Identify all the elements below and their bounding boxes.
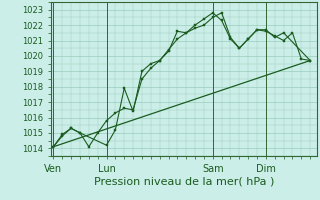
X-axis label: Pression niveau de la mer( hPa ): Pression niveau de la mer( hPa ) (94, 176, 274, 186)
